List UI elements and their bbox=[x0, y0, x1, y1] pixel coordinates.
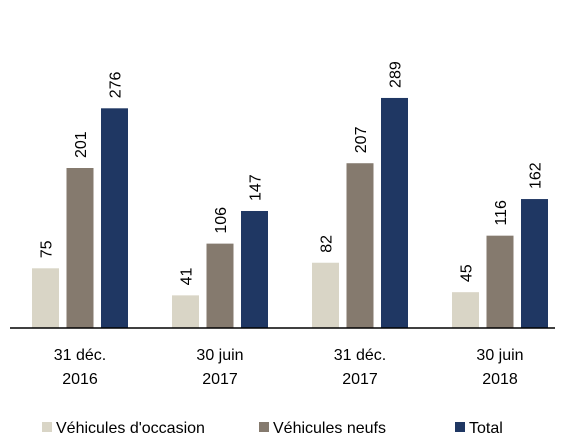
bar bbox=[101, 108, 128, 328]
bar bbox=[66, 168, 94, 328]
data-label: 162 bbox=[528, 162, 545, 189]
bar bbox=[452, 292, 479, 328]
data-label: 276 bbox=[108, 72, 125, 99]
legend-swatch bbox=[259, 422, 269, 432]
bar bbox=[172, 295, 199, 328]
data-label: 41 bbox=[179, 267, 196, 285]
bar bbox=[206, 243, 234, 328]
data-label: 289 bbox=[388, 61, 405, 88]
x-tick-label: 31 déc. 2017 bbox=[333, 347, 387, 388]
bar bbox=[346, 163, 374, 328]
data-label: 45 bbox=[459, 264, 476, 282]
bar bbox=[521, 199, 548, 328]
bar bbox=[241, 210, 268, 328]
data-label: 147 bbox=[248, 174, 265, 201]
x-tick-label: 30 juin 2017 bbox=[196, 347, 244, 388]
x-tick-label: 31 déc. 2016 bbox=[53, 347, 107, 388]
bar bbox=[381, 97, 408, 329]
x-tick-label: 30 juin 2018 bbox=[476, 347, 524, 388]
legend-swatch bbox=[455, 422, 465, 432]
legend-label: Véhicules d'occasion bbox=[56, 420, 205, 435]
bar bbox=[312, 262, 339, 328]
bar bbox=[32, 268, 59, 328]
data-label: 201 bbox=[73, 131, 90, 158]
data-label: 207 bbox=[353, 126, 370, 153]
legend-swatch bbox=[42, 422, 52, 432]
data-label: 116 bbox=[493, 200, 510, 226]
data-label: 75 bbox=[39, 240, 56, 258]
bar bbox=[486, 235, 514, 328]
data-label: 106 bbox=[213, 207, 230, 234]
legend-label: Total bbox=[469, 420, 503, 435]
data-label: 82 bbox=[319, 235, 336, 253]
legend-label: Véhicules neufs bbox=[273, 420, 386, 435]
